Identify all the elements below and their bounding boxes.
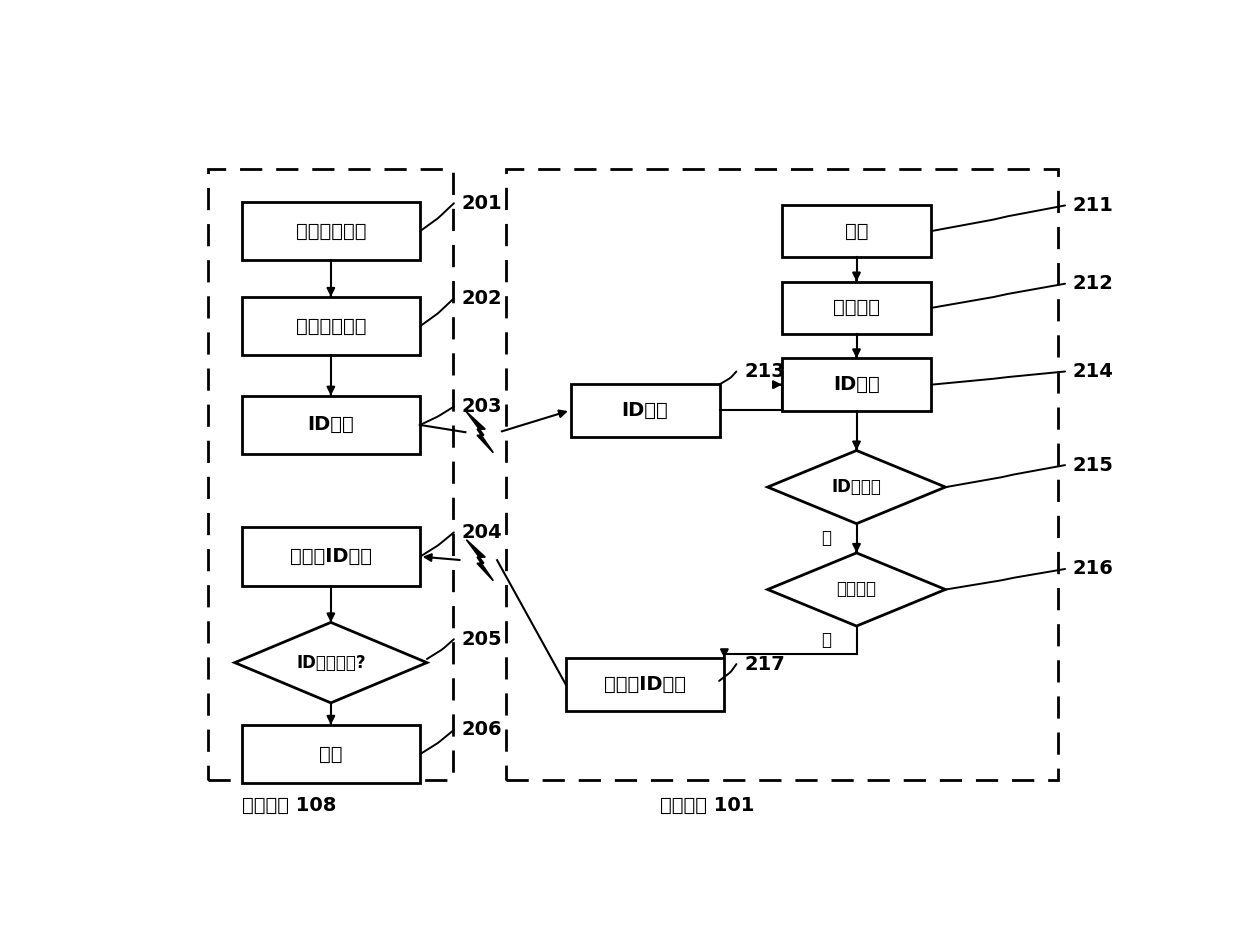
Bar xyxy=(242,201,420,260)
Text: 可发送？: 可发送？ xyxy=(837,580,877,598)
Text: 214: 214 xyxy=(1073,362,1114,381)
Text: 211: 211 xyxy=(1073,196,1114,215)
Polygon shape xyxy=(768,553,945,626)
Text: ID一致？: ID一致？ xyxy=(832,478,882,496)
Bar xyxy=(242,297,420,355)
Text: 202: 202 xyxy=(461,289,502,308)
Text: 影像、ID发送: 影像、ID发送 xyxy=(604,675,686,694)
Text: 图像处理: 图像处理 xyxy=(833,298,880,317)
Bar xyxy=(506,169,1058,780)
Text: 203: 203 xyxy=(461,397,502,416)
Polygon shape xyxy=(234,622,427,703)
Bar xyxy=(782,358,931,411)
Text: 摄像装置检索: 摄像装置检索 xyxy=(295,316,366,335)
Text: ID比较一致?: ID比较一致? xyxy=(296,654,366,672)
Text: 拍摄: 拍摄 xyxy=(844,221,868,240)
Text: 205: 205 xyxy=(461,630,502,649)
Bar xyxy=(242,527,420,586)
Text: 213: 213 xyxy=(744,362,785,381)
Text: 215: 215 xyxy=(1073,456,1114,475)
Text: ID比较: ID比较 xyxy=(833,375,880,394)
Bar xyxy=(208,169,453,780)
Bar xyxy=(782,204,931,257)
Text: 216: 216 xyxy=(1073,560,1114,579)
Text: 摄像装置 101: 摄像装置 101 xyxy=(661,796,755,815)
Text: 212: 212 xyxy=(1073,275,1114,294)
Text: ID发送: ID发送 xyxy=(308,415,355,434)
Text: 217: 217 xyxy=(744,655,785,674)
Polygon shape xyxy=(768,450,945,523)
Bar xyxy=(242,725,420,784)
Bar xyxy=(570,384,719,437)
Text: 是: 是 xyxy=(821,529,831,547)
Text: 本车位置检测: 本车位置检测 xyxy=(295,221,366,240)
Text: 201: 201 xyxy=(461,194,502,213)
Polygon shape xyxy=(466,411,494,453)
Bar xyxy=(565,658,724,711)
Text: 204: 204 xyxy=(461,522,502,541)
Polygon shape xyxy=(466,540,494,580)
Bar xyxy=(782,281,931,334)
Text: 显示: 显示 xyxy=(319,745,342,764)
Text: 是: 是 xyxy=(821,631,831,649)
Text: ID接收: ID接收 xyxy=(621,401,668,420)
Bar xyxy=(242,395,420,454)
Text: 影像、ID接收: 影像、ID接收 xyxy=(290,547,372,566)
Text: 206: 206 xyxy=(461,720,502,739)
Text: 车载装置 108: 车载装置 108 xyxy=(242,796,337,815)
